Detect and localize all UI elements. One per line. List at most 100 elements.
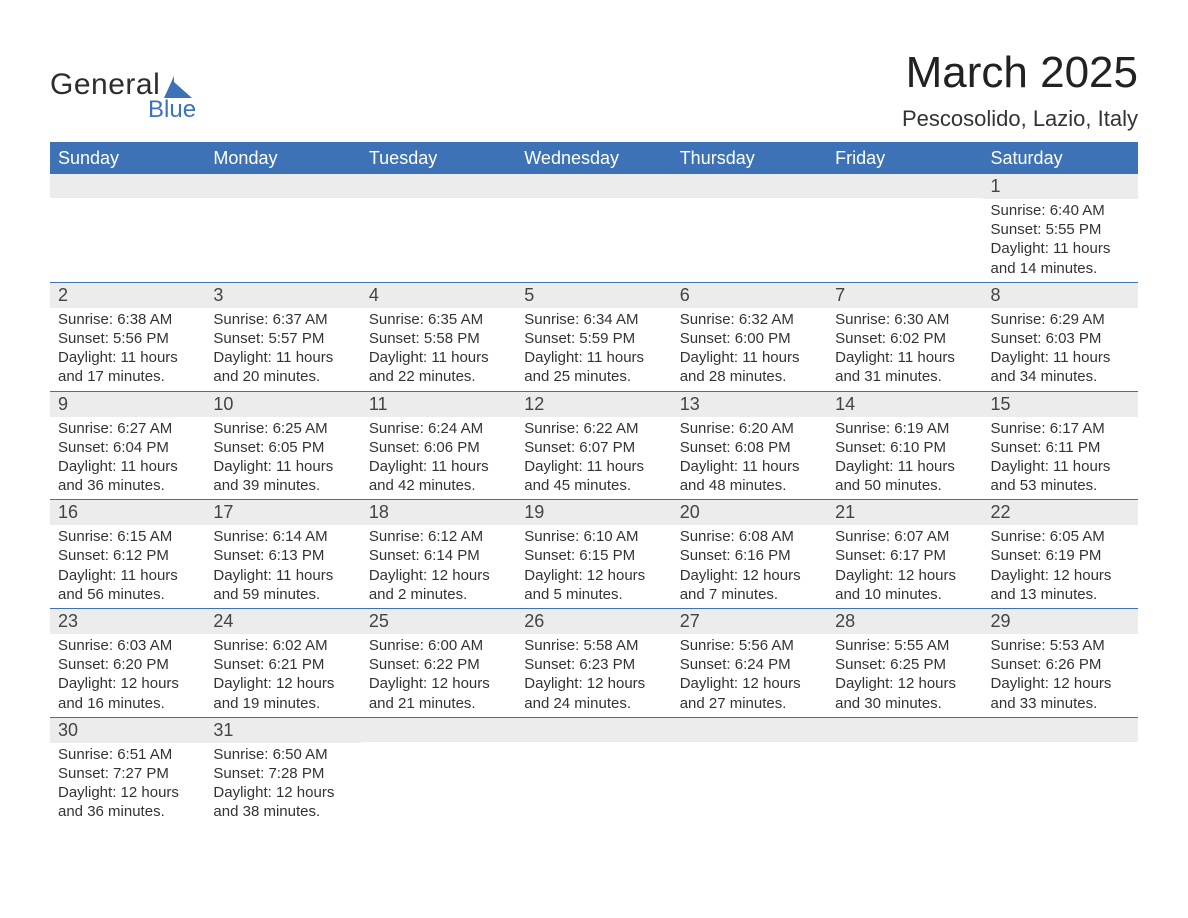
day-daylight2: and 16 minutes. (58, 694, 197, 713)
day-number: 15 (983, 392, 1138, 417)
day-daylight1: Daylight: 11 hours (680, 457, 819, 476)
title-block: March 2025 Pescosolido, Lazio, Italy (902, 48, 1138, 132)
calendar-cell: 26Sunrise: 5:58 AMSunset: 6:23 PMDayligh… (516, 609, 671, 718)
calendar-row: 9Sunrise: 6:27 AMSunset: 6:04 PMDaylight… (50, 391, 1138, 500)
day-number: 16 (50, 500, 205, 525)
day-number (516, 718, 671, 742)
day-number (827, 718, 982, 742)
day-daylight2: and 59 minutes. (213, 585, 352, 604)
month-title: March 2025 (902, 48, 1138, 98)
calendar-cell (672, 717, 827, 825)
day-daylight1: Daylight: 12 hours (991, 674, 1130, 693)
calendar-cell: 28Sunrise: 5:55 AMSunset: 6:25 PMDayligh… (827, 609, 982, 718)
day-number: 13 (672, 392, 827, 417)
day-sunset: Sunset: 6:00 PM (680, 329, 819, 348)
calendar-cell: 23Sunrise: 6:03 AMSunset: 6:20 PMDayligh… (50, 609, 205, 718)
day-data: Sunrise: 6:34 AMSunset: 5:59 PMDaylight:… (516, 308, 671, 391)
day-data: Sunrise: 6:20 AMSunset: 6:08 PMDaylight:… (672, 417, 827, 500)
calendar-cell: 8Sunrise: 6:29 AMSunset: 6:03 PMDaylight… (983, 282, 1138, 391)
day-number: 7 (827, 283, 982, 308)
day-sunset: Sunset: 6:14 PM (369, 546, 508, 565)
day-data: Sunrise: 5:55 AMSunset: 6:25 PMDaylight:… (827, 634, 982, 717)
day-sunrise: Sunrise: 5:58 AM (524, 636, 663, 655)
day-data: Sunrise: 6:30 AMSunset: 6:02 PMDaylight:… (827, 308, 982, 391)
day-number: 31 (205, 718, 360, 743)
day-sunrise: Sunrise: 6:00 AM (369, 636, 508, 655)
day-daylight1: Daylight: 11 hours (524, 457, 663, 476)
day-sunset: Sunset: 6:10 PM (835, 438, 974, 457)
day-number (50, 174, 205, 198)
day-daylight2: and 28 minutes. (680, 367, 819, 386)
calendar-cell: 15Sunrise: 6:17 AMSunset: 6:11 PMDayligh… (983, 391, 1138, 500)
day-data: Sunrise: 6:22 AMSunset: 6:07 PMDaylight:… (516, 417, 671, 500)
day-daylight2: and 30 minutes. (835, 694, 974, 713)
calendar-cell (983, 717, 1138, 825)
day-sunrise: Sunrise: 6:03 AM (58, 636, 197, 655)
day-sunset: Sunset: 6:19 PM (991, 546, 1130, 565)
day-data (827, 198, 982, 204)
day-daylight2: and 7 minutes. (680, 585, 819, 604)
day-sunset: Sunset: 6:04 PM (58, 438, 197, 457)
day-sunrise: Sunrise: 6:20 AM (680, 419, 819, 438)
day-data (516, 742, 671, 748)
day-data: Sunrise: 6:07 AMSunset: 6:17 PMDaylight:… (827, 525, 982, 608)
day-number: 9 (50, 392, 205, 417)
calendar-cell (827, 717, 982, 825)
day-sunrise: Sunrise: 6:51 AM (58, 745, 197, 764)
day-sunrise: Sunrise: 6:24 AM (369, 419, 508, 438)
calendar-cell: 19Sunrise: 6:10 AMSunset: 6:15 PMDayligh… (516, 500, 671, 609)
calendar-cell: 17Sunrise: 6:14 AMSunset: 6:13 PMDayligh… (205, 500, 360, 609)
calendar-row: 2Sunrise: 6:38 AMSunset: 5:56 PMDaylight… (50, 282, 1138, 391)
calendar-cell: 30Sunrise: 6:51 AMSunset: 7:27 PMDayligh… (50, 717, 205, 825)
day-data (672, 198, 827, 204)
day-daylight2: and 2 minutes. (369, 585, 508, 604)
day-number: 10 (205, 392, 360, 417)
day-number (983, 718, 1138, 742)
day-daylight2: and 38 minutes. (213, 802, 352, 821)
day-sunset: Sunset: 6:05 PM (213, 438, 352, 457)
day-daylight2: and 10 minutes. (835, 585, 974, 604)
day-sunset: Sunset: 7:27 PM (58, 764, 197, 783)
day-daylight1: Daylight: 11 hours (213, 566, 352, 585)
day-data (516, 198, 671, 204)
day-sunset: Sunset: 6:06 PM (369, 438, 508, 457)
calendar-cell (50, 174, 205, 282)
day-data: Sunrise: 6:25 AMSunset: 6:05 PMDaylight:… (205, 417, 360, 500)
calendar-cell: 12Sunrise: 6:22 AMSunset: 6:07 PMDayligh… (516, 391, 671, 500)
day-number: 20 (672, 500, 827, 525)
day-daylight2: and 25 minutes. (524, 367, 663, 386)
day-sunset: Sunset: 5:59 PM (524, 329, 663, 348)
day-data (361, 742, 516, 748)
day-data: Sunrise: 6:38 AMSunset: 5:56 PMDaylight:… (50, 308, 205, 391)
day-number: 1 (983, 174, 1138, 199)
day-daylight2: and 19 minutes. (213, 694, 352, 713)
day-daylight2: and 48 minutes. (680, 476, 819, 495)
day-sunrise: Sunrise: 6:17 AM (991, 419, 1130, 438)
day-daylight1: Daylight: 12 hours (680, 674, 819, 693)
day-data: Sunrise: 6:05 AMSunset: 6:19 PMDaylight:… (983, 525, 1138, 608)
day-sunset: Sunset: 6:07 PM (524, 438, 663, 457)
day-daylight2: and 33 minutes. (991, 694, 1130, 713)
day-number: 28 (827, 609, 982, 634)
calendar-header-row: Sunday Monday Tuesday Wednesday Thursday… (50, 142, 1138, 174)
day-daylight2: and 21 minutes. (369, 694, 508, 713)
day-daylight1: Daylight: 11 hours (680, 348, 819, 367)
day-daylight1: Daylight: 12 hours (991, 566, 1130, 585)
day-sunrise: Sunrise: 6:37 AM (213, 310, 352, 329)
brand-shape-icon (164, 76, 192, 98)
day-sunrise: Sunrise: 6:34 AM (524, 310, 663, 329)
day-daylight1: Daylight: 12 hours (58, 674, 197, 693)
day-daylight1: Daylight: 12 hours (213, 783, 352, 802)
day-sunrise: Sunrise: 6:25 AM (213, 419, 352, 438)
day-sunrise: Sunrise: 6:30 AM (835, 310, 974, 329)
calendar-cell: 18Sunrise: 6:12 AMSunset: 6:14 PMDayligh… (361, 500, 516, 609)
day-sunrise: Sunrise: 6:10 AM (524, 527, 663, 546)
day-data: Sunrise: 6:17 AMSunset: 6:11 PMDaylight:… (983, 417, 1138, 500)
day-daylight1: Daylight: 11 hours (991, 348, 1130, 367)
day-daylight1: Daylight: 11 hours (991, 239, 1130, 258)
calendar-cell: 9Sunrise: 6:27 AMSunset: 6:04 PMDaylight… (50, 391, 205, 500)
calendar-cell: 24Sunrise: 6:02 AMSunset: 6:21 PMDayligh… (205, 609, 360, 718)
calendar-cell (361, 717, 516, 825)
day-daylight1: Daylight: 11 hours (213, 457, 352, 476)
day-sunrise: Sunrise: 6:15 AM (58, 527, 197, 546)
